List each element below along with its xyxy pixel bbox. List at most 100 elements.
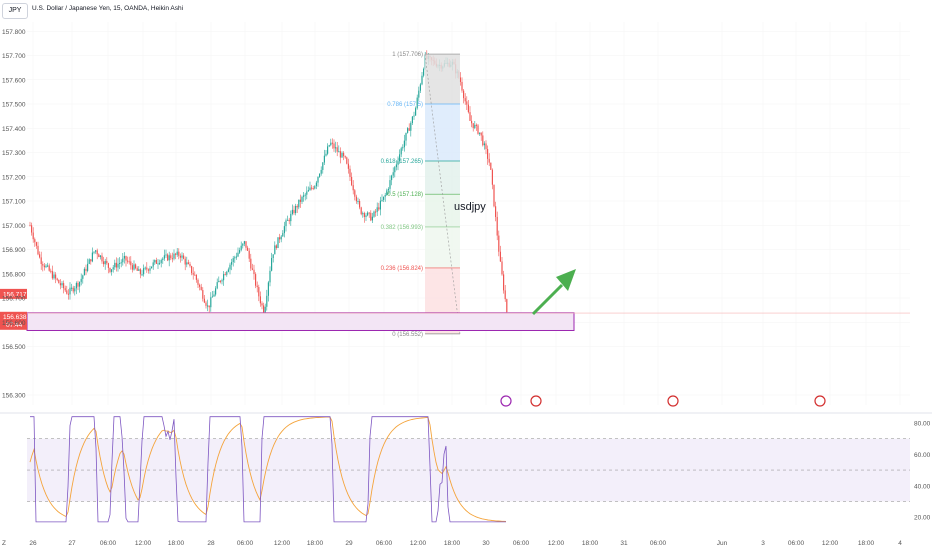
candle-body (375, 211, 377, 213)
candle-body (283, 226, 285, 234)
candle-body (496, 216, 498, 236)
candle-body (299, 199, 301, 202)
candle-body (296, 205, 298, 208)
candle-body (179, 255, 181, 258)
candle-body (173, 253, 175, 259)
candle-body (290, 213, 292, 222)
candle-body (232, 258, 234, 263)
candle-body (143, 268, 145, 275)
last-price-label: 156.717 (3, 291, 27, 298)
annotation-text: usdjpy (454, 201, 486, 213)
candle-body (319, 173, 321, 177)
fib-trend-line (424, 54, 461, 334)
candle-body (395, 164, 397, 168)
candle-body (154, 260, 156, 263)
candle-body (146, 267, 148, 270)
candle-body (464, 98, 466, 102)
candle-body (343, 152, 345, 157)
candle-body (53, 274, 55, 279)
candle-body (488, 158, 490, 163)
candle-body (410, 123, 412, 131)
candle-body (315, 182, 317, 187)
rsi-pane (27, 416, 910, 523)
candle-body (317, 176, 319, 183)
candle-body (56, 278, 58, 280)
y-tick-label: 157.200 (2, 174, 26, 181)
candle-body (123, 256, 125, 259)
support-zone (26, 312, 575, 331)
candle-body (314, 186, 316, 189)
candle-body (155, 260, 157, 264)
candle-body (75, 282, 77, 289)
candle-body (210, 297, 212, 308)
candle-body (285, 220, 287, 227)
x-tick-label: 12:00 (274, 540, 291, 547)
candle-body (328, 145, 330, 147)
candle-body (64, 288, 66, 291)
candle-body (287, 219, 289, 221)
candle-body (408, 128, 410, 131)
candle-body (482, 135, 484, 146)
candle-body (271, 258, 273, 271)
fib-level-label: 0.382 (156.993) (381, 225, 423, 231)
candle-body (480, 132, 482, 136)
fib-band (425, 54, 460, 104)
candle-body (99, 255, 101, 258)
candle-body (419, 84, 421, 91)
candle-body (474, 124, 476, 128)
candle-body (104, 260, 106, 265)
candle-body (197, 279, 199, 285)
candle-body (63, 283, 65, 289)
candle-body (469, 112, 471, 121)
candle-body (66, 290, 68, 294)
x-tick-label: 12:00 (548, 540, 565, 547)
fib-level-label: 1 (157.706) (392, 52, 423, 58)
fib-band (425, 104, 460, 161)
symbol-box[interactable]: JPY (2, 3, 28, 19)
candle-body (378, 207, 380, 210)
x-tick-label: 18:00 (444, 540, 461, 547)
candle-body (275, 245, 277, 249)
candle-body (231, 262, 233, 265)
candle-body (47, 265, 49, 267)
candle-body (277, 237, 279, 249)
fib-band (425, 226, 460, 268)
candle-body (170, 255, 172, 259)
candle-body (461, 81, 463, 91)
candle-body (205, 302, 207, 306)
candle-body (407, 128, 409, 133)
candle-body (176, 251, 178, 255)
y-tick-label: 157.700 (2, 53, 26, 60)
candle-body (181, 255, 183, 258)
candle-body (199, 284, 201, 287)
candle-body (50, 270, 52, 272)
candle-body (131, 265, 133, 270)
candle-body (347, 163, 349, 169)
candle-body (331, 142, 333, 144)
candle-body (216, 282, 218, 289)
candle-body (101, 255, 103, 262)
x-tick-label: Z (2, 540, 6, 547)
candle-body (405, 132, 407, 141)
candle-body (339, 151, 341, 158)
candle-body (125, 256, 127, 261)
candle-body (327, 146, 329, 154)
candle-body (322, 162, 324, 170)
candle-body (183, 255, 185, 259)
candle-body (43, 265, 45, 268)
candle-body (192, 273, 194, 275)
candle-body (234, 257, 236, 259)
candle-body (34, 239, 36, 243)
candle-body (355, 196, 357, 202)
candle-body (106, 260, 108, 264)
candle-body (77, 282, 79, 287)
candle-body (112, 267, 114, 270)
candle-body (298, 199, 300, 208)
candle-body (152, 262, 154, 267)
candle-body (39, 254, 41, 258)
candle-body (226, 271, 228, 275)
candle-body (128, 261, 130, 263)
candle-body (29, 225, 31, 227)
candle-body (103, 261, 105, 265)
